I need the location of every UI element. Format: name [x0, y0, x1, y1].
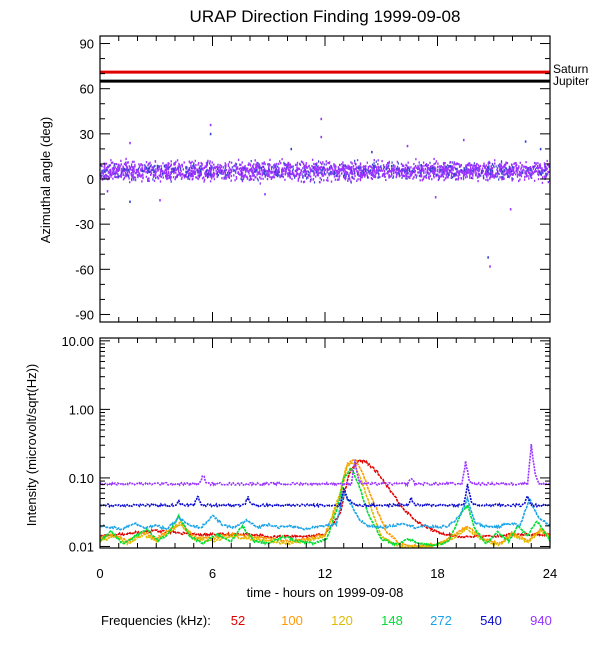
azimuth-outlier-point	[489, 265, 491, 268]
time-tick-label: 18	[430, 566, 444, 581]
azimuth-outlier-point	[320, 117, 323, 121]
intensity-series-100	[99, 459, 551, 548]
legend-entry-100: 100	[281, 613, 303, 628]
azimuth-outlier-point	[129, 141, 131, 145]
azimuth-outlier-point	[209, 123, 212, 127]
azimuth-outlier-point	[462, 138, 465, 142]
reference-label-jupiter: Jupiter	[553, 74, 589, 88]
intensity-ytick-label: 1.00	[69, 402, 94, 417]
intensity-ytick-label: 0.10	[69, 471, 94, 486]
azimuth-outlier-point	[209, 132, 212, 136]
intensity-series-272	[99, 489, 551, 531]
azimuth-outlier-point	[290, 147, 293, 151]
azimuth-axis-label: Azimuthal angle (deg)	[38, 117, 53, 243]
frequency-legend: Frequencies (kHz): 52 100 120 148 272 540 940	[101, 613, 552, 628]
azimuth-ytick-label: -90	[75, 307, 94, 322]
intensity-axis-label: Intensity (microvolt/sqrt(Hz))	[24, 364, 39, 527]
azimuth-ytick-label: 60	[80, 82, 94, 97]
legend-entry-52: 52	[231, 613, 245, 628]
time-tick-label: 12	[318, 566, 332, 581]
chart-title: URAP Direction Finding 1999-09-08	[190, 7, 461, 26]
azimuth-outlier-point	[524, 140, 527, 143]
intensity-series-540	[99, 483, 551, 509]
reference-label-saturn: Saturn	[553, 62, 588, 76]
azimuth-points-primary	[99, 157, 551, 185]
legend-entry-540: 540	[480, 613, 502, 628]
azimuth-ytick-label: 0	[87, 172, 94, 187]
azimuth-outlier-point	[264, 193, 266, 196]
intensity-ytick-label: 10.00	[61, 334, 94, 349]
time-tick-label: 6	[209, 566, 216, 581]
time-tick-label: 0	[96, 566, 103, 581]
time-tick-label: 24	[543, 566, 557, 581]
intensity-series-940	[99, 444, 551, 488]
azimuth-outlier-point	[106, 190, 109, 193]
azimuth-scatter	[99, 157, 551, 185]
azimuth-outlier-point	[320, 135, 323, 139]
legend-entry-148: 148	[381, 613, 403, 628]
azimuth-outlier-point	[129, 200, 131, 203]
azimuth-outlier-point	[434, 196, 437, 199]
legend-title: Frequencies (kHz):	[101, 613, 211, 628]
azimuth-ytick-label: 30	[80, 127, 94, 142]
legend-entry-940: 940	[530, 613, 552, 628]
intensity-series-120	[99, 461, 551, 549]
azimuth-outlier-point	[509, 208, 512, 211]
azimuth-outlier-point	[371, 150, 373, 154]
azimuth-outlier-point	[159, 199, 161, 202]
azimuth-outlier-point	[539, 147, 542, 151]
azimuth-outlier-point	[487, 256, 489, 259]
intensity-ytick-label: 0.01	[69, 539, 94, 554]
legend-entry-120: 120	[331, 613, 353, 628]
azimuth-ytick-label: -60	[75, 262, 94, 277]
azimuth-points-secondary	[99, 159, 547, 184]
time-axis-label: time - hours on 1999-09-08	[247, 585, 404, 600]
azimuth-ytick-label: -30	[75, 217, 94, 232]
azimuth-ytick-label: 90	[80, 37, 94, 52]
intensity-panel: 10.00 1.00 0.10 0.010 6 12 18 24	[61, 334, 557, 581]
legend-entry-272: 272	[430, 613, 452, 628]
azimuth-outlier-point	[406, 144, 409, 148]
